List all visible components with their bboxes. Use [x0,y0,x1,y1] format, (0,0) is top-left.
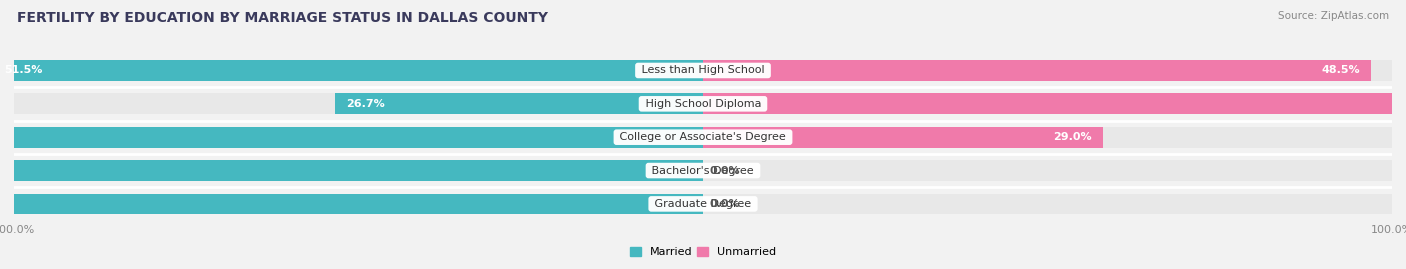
Bar [0,160,703,181]
Text: 26.7%: 26.7% [346,99,385,109]
Text: 29.0%: 29.0% [1053,132,1091,142]
Bar [14,60,1392,81]
Bar [14,160,1392,181]
Bar [14,127,1392,147]
Text: FERTILITY BY EDUCATION BY MARRIAGE STATUS IN DALLAS COUNTY: FERTILITY BY EDUCATION BY MARRIAGE STATU… [17,11,548,25]
Bar [0,194,703,214]
Text: Graduate Degree: Graduate Degree [651,199,755,209]
Bar [14,194,1392,214]
Text: 0.0%: 0.0% [710,165,741,176]
Text: Bachelor's Degree: Bachelor's Degree [648,165,758,176]
Text: Source: ZipAtlas.com: Source: ZipAtlas.com [1278,11,1389,21]
Text: High School Diploma: High School Diploma [641,99,765,109]
Bar [335,94,703,114]
Text: Less than High School: Less than High School [638,65,768,76]
Text: 51.5%: 51.5% [4,65,42,76]
Bar [703,60,1371,81]
Legend: Married, Unmarried: Married, Unmarried [626,242,780,262]
Text: 0.0%: 0.0% [710,199,741,209]
Text: College or Associate's Degree: College or Associate's Degree [616,132,790,142]
Bar [703,94,1406,114]
Bar [14,94,1392,114]
Text: 48.5%: 48.5% [1322,65,1360,76]
Bar [0,60,703,81]
Bar [703,127,1102,147]
Bar [0,127,703,147]
